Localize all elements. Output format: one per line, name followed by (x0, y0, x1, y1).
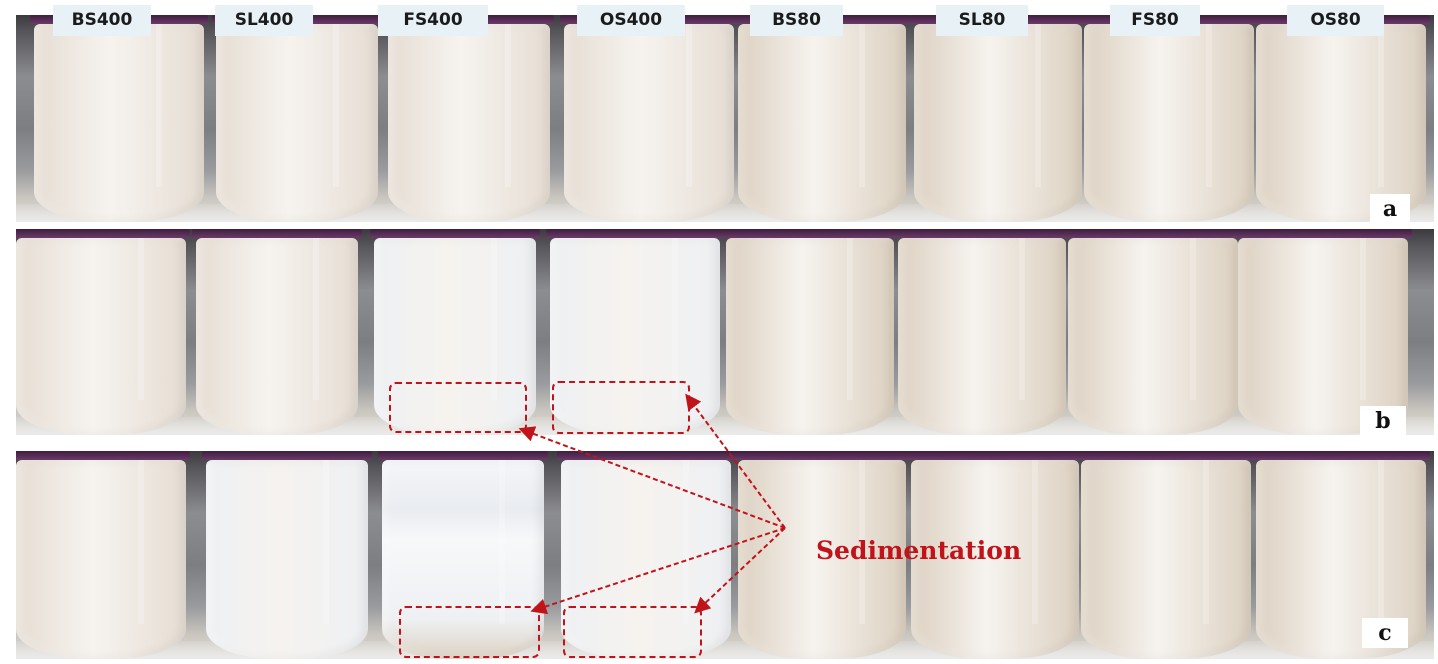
panel-letter-c: c (1362, 618, 1408, 648)
bench-surface (16, 641, 1434, 659)
arrow-icon (694, 527, 786, 614)
sample-label: BS80 (750, 5, 843, 36)
sample-label: SL400 (215, 5, 313, 36)
tube-icon (1068, 238, 1238, 435)
tube-highlight (156, 24, 162, 187)
tube-icon (388, 24, 550, 222)
tube-highlight (491, 238, 497, 400)
tube-icon (726, 238, 894, 435)
tube-icon (561, 460, 731, 659)
sample-label: FS80 (1110, 5, 1200, 36)
sediment-box-fs400-c (399, 606, 540, 658)
tube-icon (216, 24, 378, 222)
tube-highlight (138, 238, 144, 400)
tube-icon (196, 238, 358, 435)
tube-highlight (333, 24, 339, 187)
cap-icon (1234, 229, 1412, 238)
tube-icon (16, 238, 186, 435)
tube-icon (738, 24, 906, 222)
tube-icon (206, 460, 368, 659)
tube-highlight (1032, 460, 1038, 624)
tube-highlight (1019, 238, 1025, 400)
sediment-box-os400-c (563, 606, 702, 658)
panel-b-photo (16, 229, 1434, 435)
tube-highlight (672, 238, 678, 400)
tube-highlight (847, 238, 853, 400)
tube-highlight (313, 238, 319, 400)
cap-icon (722, 229, 898, 238)
cap-icon (546, 229, 724, 238)
cap-icon (894, 229, 1070, 238)
tube-highlight (859, 24, 865, 187)
tube-icon (898, 238, 1066, 435)
tube-highlight (1190, 238, 1196, 400)
tube-icon (1084, 24, 1254, 222)
tube-highlight (1378, 460, 1384, 624)
tube-highlight (1203, 460, 1209, 624)
tube-highlight (1378, 24, 1384, 187)
cap-icon (557, 451, 735, 460)
arrow-icon (530, 527, 786, 615)
cap-icon (734, 451, 910, 460)
cap-icon (16, 229, 190, 238)
tube-icon (382, 460, 544, 659)
cap-icon (907, 451, 1083, 460)
tube-highlight (499, 460, 505, 624)
tube-icon (914, 24, 1082, 222)
cap-icon (378, 451, 548, 460)
panel-c-photo (16, 451, 1434, 659)
tube-icon (1081, 460, 1251, 659)
arrow-icon (685, 393, 786, 529)
cap-icon (192, 229, 362, 238)
tube-highlight (859, 460, 865, 624)
cap-icon (1064, 229, 1242, 238)
panel-letter-b: b (1360, 406, 1406, 436)
tube-highlight (1360, 238, 1366, 400)
tube-icon (1238, 238, 1408, 435)
cap-icon (370, 229, 540, 238)
tube-icon (16, 460, 186, 659)
cap-icon (202, 451, 372, 460)
cap-icon (1252, 451, 1430, 460)
sample-label: BS400 (53, 5, 151, 36)
tube-highlight (1035, 24, 1041, 187)
tube-highlight (505, 24, 511, 187)
panel-a-photo (16, 15, 1434, 222)
tube-icon (564, 24, 734, 222)
tube-highlight (683, 460, 689, 624)
tube-icon (738, 460, 906, 659)
bench-surface (16, 204, 1434, 222)
tube-icon (1256, 24, 1426, 222)
tube-icon (374, 238, 536, 435)
tube-highlight (1206, 24, 1212, 187)
tube-highlight (323, 460, 329, 624)
tube-icon (911, 460, 1079, 659)
sediment-box-fs400-b (389, 382, 527, 433)
sample-label: OS80 (1287, 5, 1384, 36)
sample-label: SL80 (936, 5, 1028, 36)
sedimentation-label: Sedimentation (816, 536, 1022, 565)
tube-highlight (138, 460, 144, 624)
sample-label: FS400 (378, 5, 488, 36)
tube-icon (34, 24, 204, 222)
cap-icon (16, 451, 190, 460)
sample-label: OS400 (577, 5, 685, 36)
tube-highlight (686, 24, 692, 187)
arrow-icon (518, 426, 786, 529)
panel-letter-a: a (1370, 194, 1410, 224)
cap-icon (1077, 451, 1255, 460)
